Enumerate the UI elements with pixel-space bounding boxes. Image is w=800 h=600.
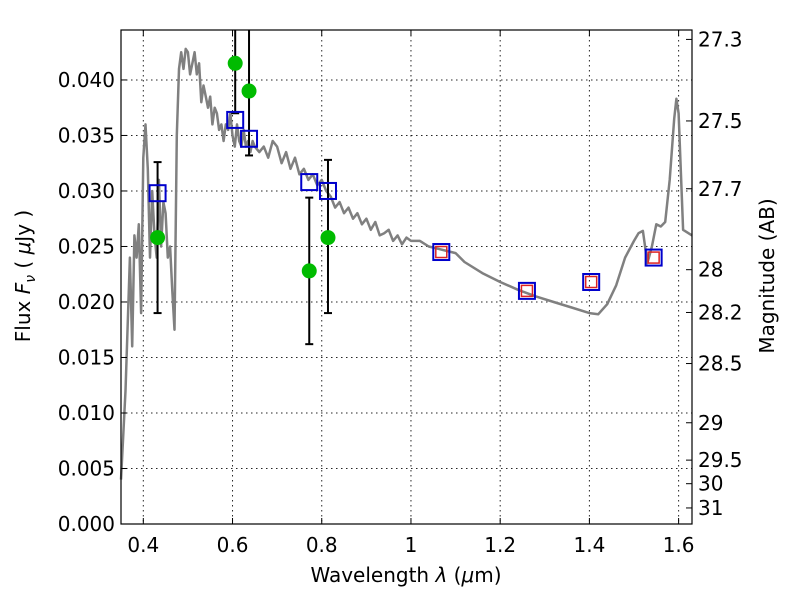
synthetic-flux-square-red — [584, 275, 598, 289]
errorbar-layer — [153, 30, 332, 346]
y-axis-title: Flux Fν ( μJy ) — [11, 210, 39, 342]
observed-flux-point — [241, 83, 257, 99]
x-tick-label: 1.4 — [573, 533, 605, 557]
sed-model-curve — [119, 47, 693, 480]
synthetic-flux-square-red — [647, 251, 660, 264]
right-tick-label: 28.5 — [698, 352, 743, 376]
synthetic-flux-square-blue — [318, 181, 337, 200]
y-right-axis-title: Magnitude (AB) — [755, 198, 779, 353]
right-tick-label: 29 — [698, 411, 723, 435]
synthetic-flux-square-blue — [240, 129, 259, 148]
marker-layer — [148, 55, 663, 300]
y-tick-label: 0.020 — [58, 290, 115, 314]
x-tick-label: 1.2 — [484, 533, 516, 557]
ticks: 0.4 0.6 0.8 1 1.2 1.4 1.6 0.000 0.005 0.010 0.015 0… — [58, 27, 743, 557]
synthetic-flux-square-red — [520, 284, 534, 298]
synthetic-flux-square-blue — [582, 272, 601, 291]
x-axis-title: Wavelength λ (μm) — [310, 563, 501, 587]
y-tick-label: 0.025 — [58, 234, 115, 258]
right-tick-label: 27.7 — [698, 177, 743, 201]
right-tick-label: 28.2 — [698, 300, 743, 324]
synthetic-flux-square-blue — [432, 243, 451, 262]
right-tick-label: 28 — [698, 258, 723, 282]
x-tick-label: 0.6 — [217, 533, 249, 557]
sed-model-layer — [119, 47, 693, 480]
observed-flux-point — [150, 230, 166, 246]
observed-flux-point — [227, 55, 243, 71]
y-tick-label: 0.035 — [58, 123, 115, 147]
x-tick-label: 0.4 — [127, 533, 159, 557]
observed-flux-point — [320, 230, 336, 246]
right-tick-label: 31 — [698, 496, 723, 520]
synthetic-flux-square-blue — [517, 281, 536, 300]
y-tick-label: 0.010 — [58, 401, 115, 425]
grid — [121, 30, 692, 525]
x-tick-label: 0.8 — [306, 533, 338, 557]
synthetic-flux-square-blue — [148, 184, 167, 203]
synthetic-flux-square-red — [435, 245, 448, 259]
synthetic-flux-square-blue — [226, 110, 245, 129]
synthetic-flux-square-blue — [644, 248, 663, 267]
synthetic-flux-square-blue — [300, 173, 319, 192]
x-tick-label: 1 — [405, 533, 418, 557]
plot-frame — [120, 29, 693, 525]
right-tick-label: 27.3 — [698, 27, 743, 51]
y-tick-label: 0.005 — [58, 456, 115, 480]
y-tick-label: 0.000 — [58, 512, 115, 536]
y-tick-label: 0.015 — [58, 345, 115, 369]
right-tick-label: 30 — [698, 472, 723, 496]
right-tick-label: 27.5 — [698, 109, 743, 133]
y-tick-label: 0.030 — [58, 179, 115, 203]
x-tick-label: 1.6 — [663, 533, 695, 557]
observed-flux-point — [301, 263, 317, 279]
right-tick-label: 29.5 — [698, 448, 743, 472]
y-tick-label: 0.040 — [58, 68, 115, 92]
